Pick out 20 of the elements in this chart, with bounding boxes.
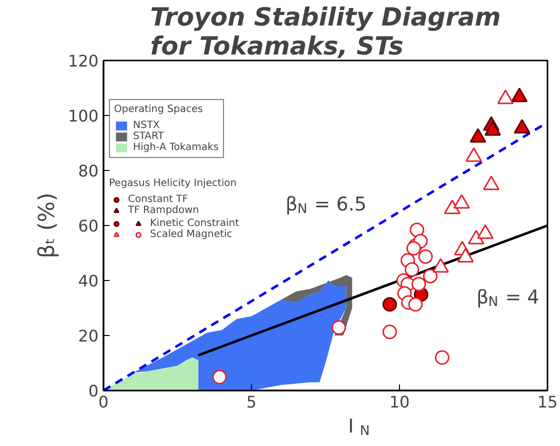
legend-label: START: [133, 131, 164, 142]
annotation: Kinetic Constraint: [150, 218, 240, 229]
text: Operating Spaces: [114, 104, 203, 115]
y-tick-label: 60: [78, 216, 98, 236]
x-tick-label: 5: [246, 392, 257, 412]
y-tick-label: 120: [68, 52, 99, 70]
x-tick-label: 10: [389, 392, 410, 412]
legend-label: NSTX: [133, 120, 160, 131]
legend-label: Scaled Magnetic: [150, 229, 232, 240]
legend-label: TF Rampdown: [128, 205, 199, 216]
legend-label: High-A Tokamaks: [133, 142, 219, 153]
y-axis-title: βₜ (%): [34, 192, 60, 258]
y-tick-label: 20: [78, 326, 98, 346]
chart-title: Troyon Stability Diagram for Tokamaks, STs: [150, 2, 501, 60]
text: Pegasus Helicity Injection: [109, 178, 237, 189]
x-tick-label: 15: [537, 392, 558, 412]
y-tick-label: 100: [68, 106, 99, 126]
y-tick-label: 80: [78, 162, 98, 180]
y-tick-label: 40: [78, 272, 98, 290]
legend-label: Constant TF: [128, 194, 188, 205]
